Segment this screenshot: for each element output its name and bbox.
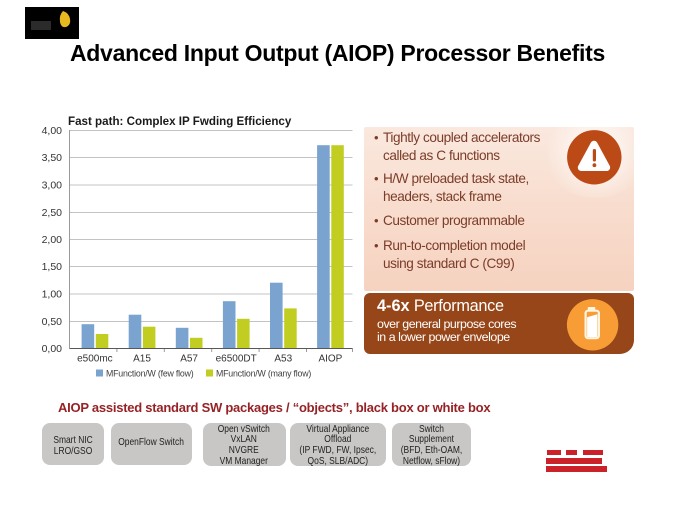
svg-text:A53: A53 — [274, 354, 292, 365]
svg-text:MFunction/W (few flow): MFunction/W (few flow) — [106, 369, 194, 379]
svg-text:AIOP: AIOP — [318, 354, 342, 365]
svg-text:2,50: 2,50 — [42, 207, 63, 219]
svg-text:1,00: 1,00 — [42, 289, 63, 301]
svg-text:2,00: 2,00 — [42, 234, 63, 246]
svg-text:A57: A57 — [180, 354, 198, 365]
svg-text:0,50: 0,50 — [42, 316, 63, 328]
svg-text:MFunction/W (many flow): MFunction/W (many flow) — [216, 369, 311, 379]
svg-text:3,50: 3,50 — [42, 152, 63, 164]
svg-text:4,00: 4,00 — [42, 125, 63, 137]
svg-text:e500mc: e500mc — [77, 354, 113, 365]
svg-text:0,00: 0,00 — [42, 343, 63, 355]
svg-text:1,50: 1,50 — [42, 261, 63, 273]
svg-text:e6500DT: e6500DT — [216, 354, 257, 365]
svg-text:A15: A15 — [133, 354, 151, 365]
svg-text:3,00: 3,00 — [42, 180, 63, 192]
